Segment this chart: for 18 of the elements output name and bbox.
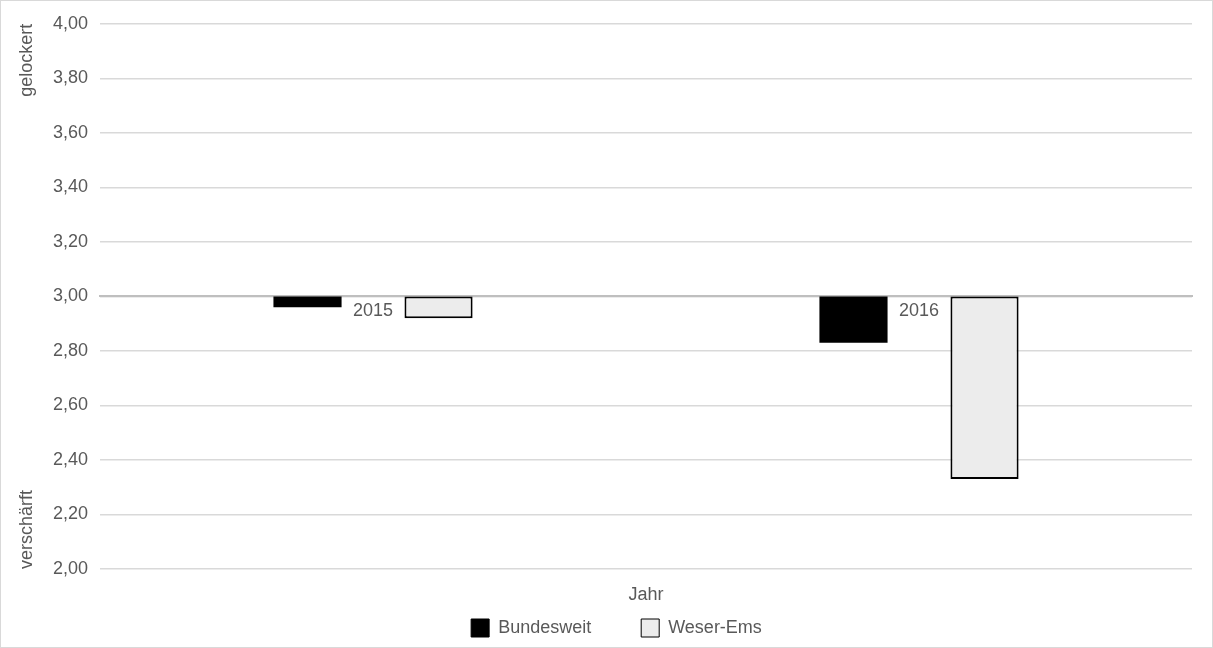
y-tick-label: 2,40 — [52, 448, 89, 469]
text: gelockert — [15, 23, 36, 97]
x-tick-label: 2015 — [353, 300, 394, 321]
y-tick-label: 2,20 — [52, 503, 89, 524]
text: verschärft — [15, 489, 36, 569]
y-tick-label: 3,40 — [52, 176, 89, 197]
y-tick-label: 3,00 — [52, 285, 89, 306]
y-tick-label: 4,00 — [52, 12, 89, 33]
y-tick-label: 2,60 — [52, 394, 89, 415]
x-axis-title: Jahr — [628, 583, 664, 604]
y-tick-label: 3,20 — [52, 230, 89, 251]
legend-label: Bundesweit — [498, 616, 592, 637]
y-tick-label: 3,80 — [52, 67, 89, 88]
y-tick-label: 2,00 — [52, 557, 89, 578]
legend-label: Weser-Ems — [668, 616, 762, 637]
x-tick-label: 2016 — [898, 300, 940, 321]
y-tick-label: 3,60 — [52, 121, 89, 142]
y-tick-label: 2,80 — [52, 339, 89, 360]
